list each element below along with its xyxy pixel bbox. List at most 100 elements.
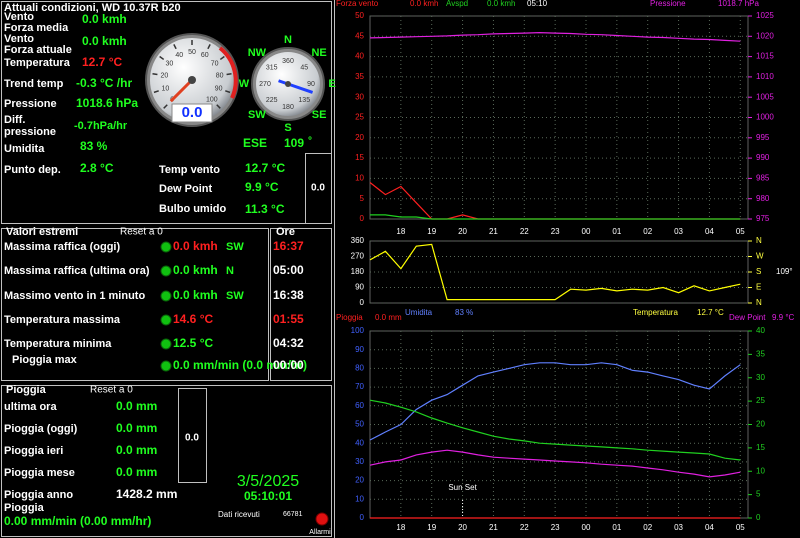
y2-tick-label: 1010: [756, 72, 774, 81]
row-value: 0.0 mm: [116, 443, 157, 457]
label: 3/5/2025: [237, 473, 299, 490]
series-line: [369, 399, 741, 461]
label: 9.9 °C: [245, 180, 279, 194]
y2-tick-label: 995: [756, 133, 770, 142]
gauge-tick-label: 10: [161, 85, 169, 92]
gauge-tick: [207, 44, 211, 50]
row-time: 00:00: [273, 358, 304, 372]
label: Attuali condizioni, WD 10.37R b20: [4, 2, 181, 14]
y-tick-label: 10: [355, 174, 364, 183]
gauge-tick-label: 60: [201, 52, 209, 59]
y2-tick-label: 985: [756, 174, 770, 183]
compass-degree: 360: [282, 58, 294, 65]
y-tick-label: 25: [355, 113, 364, 122]
gauge-tick: [219, 55, 225, 61]
legend-name: Dew Point: [729, 313, 766, 322]
y2-tick-label: 0: [756, 513, 761, 522]
label: -0.3 °C /hr: [76, 76, 132, 90]
row-label: Massimo vento in 1 minuto: [4, 290, 145, 302]
compass-degree: 90: [307, 81, 315, 88]
compass-letter: S: [284, 122, 291, 134]
compass-needle: [278, 79, 314, 94]
row-label: Pioggia anno: [4, 489, 73, 501]
legend-name: Forza vento: [336, 0, 379, 8]
compass-degree: 270: [259, 81, 271, 88]
label: 0.0 kmh: [82, 12, 127, 26]
series-line: [369, 362, 741, 441]
y2-tick-label: 1000: [756, 113, 774, 122]
row-label: ultima ora: [4, 401, 57, 413]
gauge-tick-label: 70: [211, 60, 219, 67]
legend-value: 0.0 mm: [375, 313, 402, 322]
gauge-tick-label: 90: [215, 85, 223, 92]
label: 2.8 °C: [80, 161, 114, 175]
label: °: [308, 136, 312, 147]
y-tick-label: 50: [355, 420, 364, 429]
legend-name: Avspd: [446, 0, 468, 8]
label: Vento: [4, 11, 34, 23]
y-tick-label: 0: [360, 513, 365, 522]
label: pressione: [4, 126, 56, 138]
x-tick-label: 18: [396, 227, 405, 236]
x-tick-label: 00: [582, 227, 591, 236]
compass-letter: W: [239, 78, 250, 90]
row-label: Pioggia (oggi): [4, 423, 78, 435]
series-line: [369, 243, 741, 301]
compass-letter: E: [328, 78, 335, 90]
y-tick-label: 5: [360, 194, 365, 203]
label: Reset a 0: [120, 227, 163, 238]
row-label: Temperatura massima: [4, 314, 121, 326]
label: 11.3 °C: [245, 202, 285, 216]
x-tick-label: 22: [520, 227, 529, 236]
row-value: 0.0 mm: [116, 421, 157, 435]
y2-tick-label: 980: [756, 194, 770, 203]
status-led: [160, 290, 172, 302]
label: Temp vento: [159, 164, 220, 176]
compass-letter: N: [284, 34, 292, 46]
legend-value: 9.9 °C: [772, 313, 795, 322]
row-direction: SW: [226, 241, 244, 253]
x-tick-label: 23: [551, 523, 560, 532]
gauge-tick: [226, 73, 232, 76]
y-tick-label: 180: [351, 267, 365, 276]
y-tick-label: 10: [355, 494, 364, 503]
label: 0.0: [185, 433, 199, 444]
label: Vento: [4, 33, 34, 45]
y-tick-label: 40: [355, 52, 364, 61]
legend-value: 1018.7 hPa: [718, 0, 759, 8]
alarm-light: [315, 512, 329, 526]
y2-tick-label: 15: [756, 443, 765, 452]
x-tick-label: 02: [643, 227, 652, 236]
y2-tick-label: 1025: [756, 11, 774, 20]
gauge-tick: [152, 73, 158, 76]
y2-tick-label: 1015: [756, 52, 774, 61]
row-value: 1428.2 mm: [116, 487, 177, 501]
x-tick-label: 04: [705, 227, 714, 236]
gauge-tick-label: 20: [160, 72, 168, 79]
label: Ore: [276, 226, 295, 238]
gauge-tick-label: 30: [165, 60, 173, 67]
label: Pressione: [4, 98, 57, 110]
x-tick-label: 01: [612, 227, 621, 236]
y2-tick-label: 35: [756, 349, 765, 358]
label: Diff.: [4, 114, 25, 126]
status-led: [160, 265, 172, 277]
y-tick-label: 40: [355, 438, 364, 447]
compass-letter: SE: [312, 109, 327, 121]
gauge-tick: [173, 44, 177, 50]
gauge-tick: [163, 104, 168, 109]
row-value: 0.0 mm: [116, 465, 157, 479]
y2-tick-label: 1005: [756, 92, 774, 101]
label: -0.7hPa/hr: [74, 120, 128, 132]
y-tick-label: 90: [355, 345, 364, 354]
row-direction: N: [226, 265, 234, 277]
x-tick-label: 23: [551, 227, 560, 236]
y-tick-label: 70: [355, 382, 364, 391]
label: 0.00 mm/min (0.00 mm/hr): [4, 514, 151, 528]
y-tick-label: 80: [355, 364, 364, 373]
y-tick-label: 30: [355, 457, 364, 466]
label: 0.0 kmh: [82, 34, 127, 48]
y2-tick-label: W: [756, 252, 764, 261]
y-tick-label: 360: [351, 236, 365, 245]
y-tick-label: 15: [355, 153, 364, 162]
